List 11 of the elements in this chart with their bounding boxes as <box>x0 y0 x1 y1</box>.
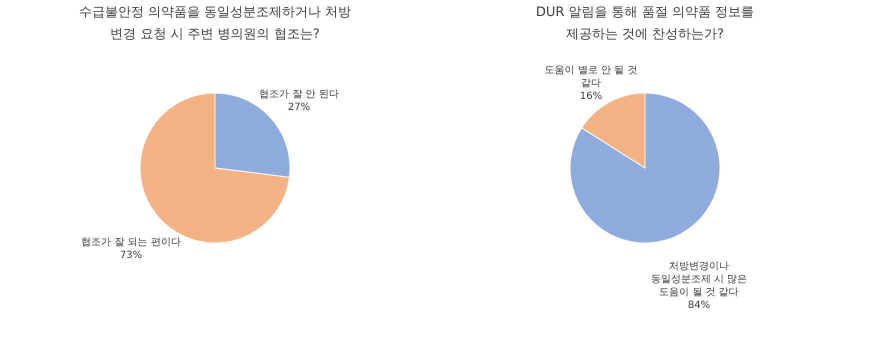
slice-label: 처방변경이나 동일성분조제 시 많은 도움이 될 것 같다 <box>650 261 748 298</box>
data-label: 16% <box>580 90 602 102</box>
pie-slice <box>570 92 720 244</box>
slice-label: 도움이 별로 안 될 것 같다 <box>544 64 638 89</box>
slice-label: 협조가 잘 안 된다 <box>259 88 339 100</box>
data-label: 73% <box>120 250 142 262</box>
data-label: 27% <box>288 102 310 113</box>
chart-title: 수급불안정 의약품을 동일성분조제하거나 처방 변경 요청 시 주변 병의원의 협조는? <box>78 5 352 42</box>
data-label: 84% <box>688 300 710 312</box>
slice-label: 협조가 잘 되는 편이다 <box>81 237 181 248</box>
chart-title: DUR 알림을 통해 품절 의약품 정보를 제공하는 것에 찬성하는가? <box>536 5 754 42</box>
